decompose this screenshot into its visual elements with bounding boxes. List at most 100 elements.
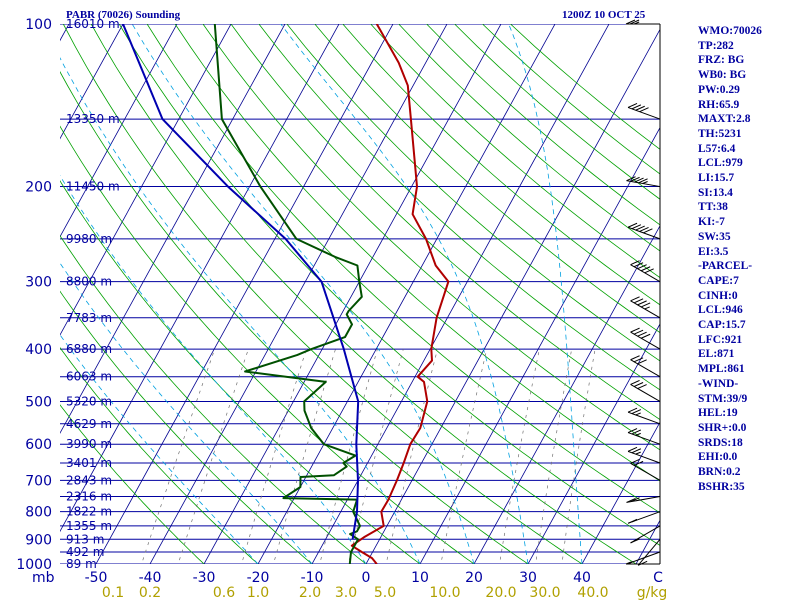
mixing-ratio-label: 0.2 [139,585,161,600]
wind-barb [626,496,661,503]
stability-indices-panel: WMO:70026 TP:282 FRZ: BG WB0: BG PW:0.29 RH:6… [698,24,800,495]
wind-barb-flag [630,458,640,464]
wind-barb-shaft [637,538,661,566]
wind-barb-flag [640,333,651,339]
mixing-ratio-line [561,349,596,564]
height-label: 3990 m [66,437,112,451]
dry-adiabat [370,24,660,279]
height-label: 5320 m [66,394,112,408]
height-label: 6063 m [66,370,112,384]
isotherm-line [419,126,660,564]
isotherm-line [60,24,286,434]
wind-barb-flag [633,298,644,304]
wind-barb-flag [635,105,645,111]
wind-barb-flag [627,407,638,413]
stat-line: HEL:19 [698,407,738,420]
mixing-ratio-line [535,349,573,564]
temperature-line [350,24,450,564]
stat-line: EI:3.5 [698,245,729,258]
isotherm-line [581,421,660,564]
wind-barb [630,327,661,350]
stat-line: TT:38 [698,201,728,214]
pressure-tick-label: 200 [25,180,52,196]
wind-barb-flag [637,560,648,566]
wind-barb [630,260,661,283]
isotherm-line [473,224,660,564]
pressure-tick-label: 400 [25,342,52,358]
dry-adiabat [90,24,637,564]
stat-line: SW:35 [698,230,731,243]
height-label: 11450 m [66,180,120,194]
pressure-tick-label: 900 [25,532,52,548]
moist-adiabat [60,334,259,564]
mixing-ratio-label: 20.0 [485,585,516,600]
dry-adiabat [342,24,660,306]
mixing-ratio-line [440,349,488,564]
stat-line: WB0: BG [698,69,747,82]
wind-barb-flag [633,382,644,387]
wind-barb [627,407,661,425]
stat-line: SRDS:18 [698,436,743,449]
temp-tick-label: 40 [573,570,591,586]
wind-barb-flag [629,19,640,25]
dry-adiabat [60,180,421,564]
stat-line: PW:0.29 [698,83,740,96]
moist-adiabat [60,175,367,564]
temp-tick-label: -30 [193,570,216,586]
stat-line: LCL:979 [698,157,743,170]
mixing-ratio-label: 30.0 [529,585,560,600]
dry-adiabat [60,404,205,564]
height-label: 1355 m [66,519,112,533]
isotherm-line [149,24,448,564]
height-label: 492 m [66,545,104,559]
dry-adiabat [202,24,660,451]
wind-barb-shaft [630,384,661,402]
stat-line: LCL:946 [698,304,743,317]
wind-barb-flag [631,448,642,454]
wind-barb [627,428,661,445]
stat-line: KI:-7 [698,216,725,229]
mixing-ratio-label: 1.0 [247,585,269,600]
stat-line: STM:39/9 [698,392,748,405]
stat-line: BSHR:35 [698,480,745,493]
wind-barb-flag [630,176,640,182]
mixing-ratio-line [319,349,378,564]
dry-adiabat [60,347,259,564]
temp-tick-label: -40 [139,570,162,586]
stat-line: LFC:921 [698,333,743,346]
pressure-tick-label: 600 [25,437,52,453]
height-label: 89 m [66,557,97,571]
stat-line: -PARCEL- [698,260,753,273]
stat-line: TP:282 [698,39,734,52]
stat-line: SHR+:0.0 [698,421,747,434]
mixing-ratio-label: 40.0 [577,585,608,600]
dry-adiabat [258,24,660,391]
stat-line: EHI:0.0 [698,451,738,464]
moist-adiabat [131,24,475,564]
wind-barb-flag [627,446,638,452]
height-label: 13350 m [66,112,120,126]
mixing-ratio-label: 2.0 [299,585,321,600]
isotherm-line [365,28,660,564]
stat-line: L57:6.4 [698,142,736,155]
temp-tick-label: 20 [465,570,483,586]
dry-adiabat [62,24,583,564]
stat-line: TH:5231 [698,127,742,140]
mixing-ratio-label: 5.0 [374,585,396,600]
dry-adiabat [230,24,660,421]
isotherm-line [257,24,556,564]
height-label: 8800 m [66,275,112,289]
temp-tick-label: 30 [519,570,537,586]
stat-line: FRZ: BG [698,54,745,67]
wind-barb-flag [631,409,642,415]
dry-adiabat [118,24,660,546]
wind-barb-flag [626,497,636,503]
wind-barb [625,19,660,25]
wind-barb [627,222,661,240]
wind-barb-flag [644,268,654,274]
mixing-ratio-label: 0.1 [102,585,124,600]
isotherm-line [0,12,22,575]
wind-barb-flag [633,329,644,335]
wind-barb-flag [637,300,647,306]
